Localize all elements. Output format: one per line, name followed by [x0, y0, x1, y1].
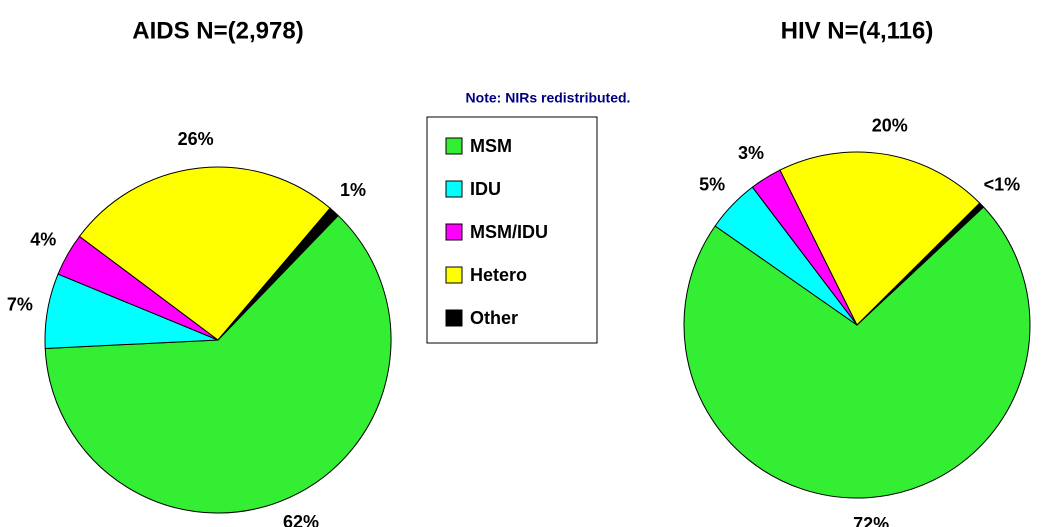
legend-swatch [445, 223, 463, 241]
legend-label: Hetero [470, 265, 527, 285]
data-label: 4% [30, 229, 56, 249]
data-label: 62% [283, 512, 319, 527]
data-label: 7% [7, 295, 33, 315]
legend-swatch [445, 137, 463, 155]
chart-title: HIV N=(4,116) [781, 17, 934, 44]
chart-title: AIDS N=(2,978) [132, 17, 303, 44]
legend-swatch [445, 180, 463, 198]
legend-label: IDU [470, 179, 501, 199]
data-label: 1% [340, 180, 366, 200]
legend-label: MSM [470, 136, 512, 156]
pie-slice [779, 151, 981, 326]
legend-label: Other [470, 308, 518, 328]
data-label: 26% [178, 129, 214, 149]
note: Note: NIRs redistributed. [466, 90, 631, 106]
data-label: <1% [984, 174, 1021, 194]
legend-swatch [445, 309, 463, 327]
data-label: 72% [853, 514, 889, 527]
data-label: 20% [872, 115, 908, 135]
data-label: 3% [738, 143, 764, 163]
pie-slice [856, 202, 985, 326]
pie-slice [78, 166, 331, 341]
pie-slice [44, 214, 392, 514]
data-label: 5% [699, 174, 725, 194]
legend-swatch [445, 266, 463, 284]
pie-slice [217, 207, 339, 341]
pie-slice [683, 206, 1031, 499]
legend-label: MSM/IDU [470, 222, 548, 242]
